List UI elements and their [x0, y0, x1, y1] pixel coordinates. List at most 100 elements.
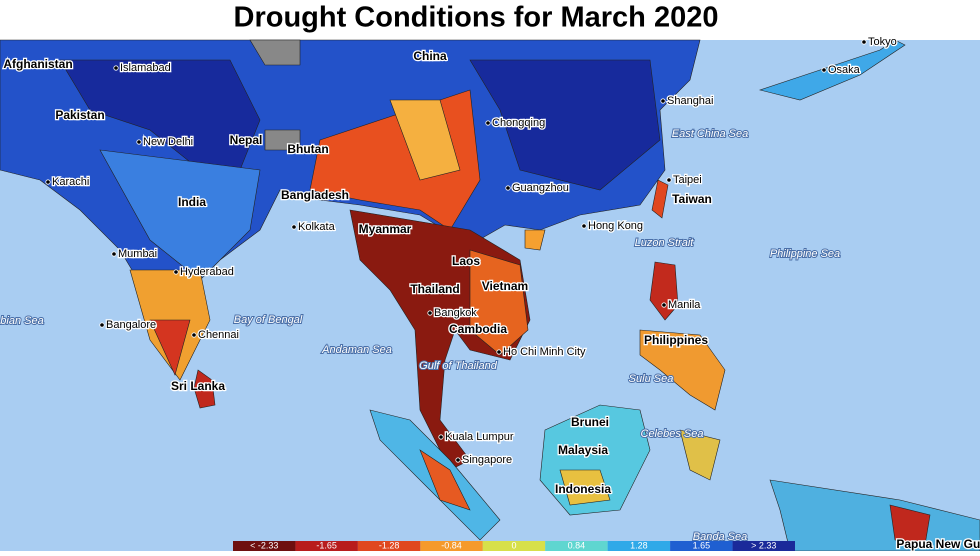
city-dot [821, 67, 827, 73]
legend-swatch [357, 541, 421, 551]
country-label: Malaysia [558, 443, 608, 457]
region-orange [389, 99, 461, 181]
city-label: Chennai [198, 329, 239, 341]
legend-swatch [670, 541, 733, 551]
land [0, 39, 980, 552]
country-label: Bangladesh [281, 188, 349, 202]
city-label: Tokyo [868, 36, 897, 48]
city-label: Guangzhou [512, 182, 569, 194]
country-label: Afghanistan [3, 57, 72, 71]
hainan [524, 229, 546, 251]
city-label: Bangalore [106, 319, 156, 331]
papua [769, 479, 980, 552]
no-data [249, 39, 301, 66]
sea-label: Celebes Sea [641, 428, 704, 440]
country-label: Bhutan [287, 142, 328, 156]
country-label: Papua New Gui [896, 537, 980, 551]
country-label: Thailand [410, 282, 459, 296]
city-dot [191, 332, 197, 338]
legend-label: < -2.33 [250, 540, 278, 550]
city-label: Shanghai [667, 95, 714, 107]
region-red [149, 319, 191, 376]
legend-swatch [295, 541, 358, 551]
country-label: Taiwan [672, 192, 712, 206]
country-label: Nepal [230, 133, 263, 147]
sea-label: Sulu Sea [629, 373, 674, 385]
city-label: New Delhi [143, 136, 193, 148]
city-dot [485, 120, 491, 126]
city-label: Bangkok [434, 307, 477, 319]
city-label: Taipei [673, 174, 702, 186]
legend-label: -1.28 [379, 540, 400, 550]
sea-label: Philippine Sea [770, 248, 840, 260]
city-label: Islamabad [120, 62, 171, 74]
sea-label: Bay of Bengal [234, 314, 303, 326]
luzon [649, 261, 679, 321]
city-label: Hong Kong [588, 220, 643, 232]
legend-label: 0.84 [568, 540, 586, 550]
city-dot [496, 349, 502, 355]
sea-label: bian Sea [0, 315, 43, 327]
country-label: India [178, 195, 206, 209]
sulawesi [679, 429, 721, 481]
city-label: Mumbai [118, 248, 157, 260]
city-dot [45, 179, 51, 185]
country-label: Myanmar [359, 222, 412, 236]
country-label: Pakistan [55, 108, 104, 122]
title: Drought Conditions for March 2020 [234, 2, 719, 34]
sea-label: Luzon Strait [635, 237, 695, 249]
legend-label: 0 [511, 540, 516, 550]
japan [758, 39, 906, 101]
legend-swatch [482, 541, 546, 551]
sea-label: Andaman Sea [321, 344, 392, 356]
region-red [889, 504, 931, 546]
city-label: Osaka [828, 64, 861, 76]
city-dot [291, 224, 297, 230]
city-dot [111, 251, 117, 257]
country-label: Cambodia [449, 322, 507, 336]
sri-lanka [193, 369, 216, 409]
legend-label: 1.65 [693, 540, 711, 550]
city-dot [136, 139, 142, 145]
region-yellow [559, 469, 611, 506]
city-label: Singapore [462, 454, 512, 466]
legend-label: -0.84 [441, 540, 462, 550]
city-dot [438, 434, 444, 440]
legend-swatch [420, 541, 483, 551]
country-label: Indonesia [555, 482, 611, 496]
sea-label: Banda Sea [693, 531, 747, 543]
title-band [0, 0, 980, 40]
country-label: Sri Lanka [171, 379, 225, 393]
region-orange [469, 249, 529, 356]
city-label: Karachi [52, 176, 89, 188]
country-label: Philippines [644, 333, 708, 347]
city-dot [455, 457, 461, 463]
city-dot [99, 322, 105, 328]
legend-label: > 2.33 [751, 540, 776, 550]
legend-label: -1.65 [316, 540, 337, 550]
country-label: Vietnam [482, 279, 528, 293]
city-dot [427, 310, 433, 316]
sea-label: East China Sea [672, 128, 748, 140]
legend-swatch [732, 541, 795, 551]
sea-label: Gulf of Thailand [419, 360, 498, 372]
city-dot [505, 185, 511, 191]
region-blue-dark [469, 59, 661, 191]
city-dot [581, 223, 587, 229]
city-dot [173, 269, 179, 275]
legend-swatch [545, 541, 608, 551]
city-label: Ho Chi Minh City [503, 346, 586, 358]
region-orange [419, 449, 471, 511]
city-label: Kolkata [298, 221, 336, 233]
city-dot [660, 98, 666, 104]
legend-swatch [233, 541, 296, 551]
city-dot [861, 39, 867, 45]
city-dot [666, 177, 672, 183]
city-label: Kuala Lumpur [445, 431, 514, 443]
no-data [264, 129, 301, 151]
country-label: Brunei [571, 415, 609, 429]
city-dot [113, 65, 119, 71]
region-blue [99, 149, 261, 281]
country-label: Laos [452, 254, 480, 268]
